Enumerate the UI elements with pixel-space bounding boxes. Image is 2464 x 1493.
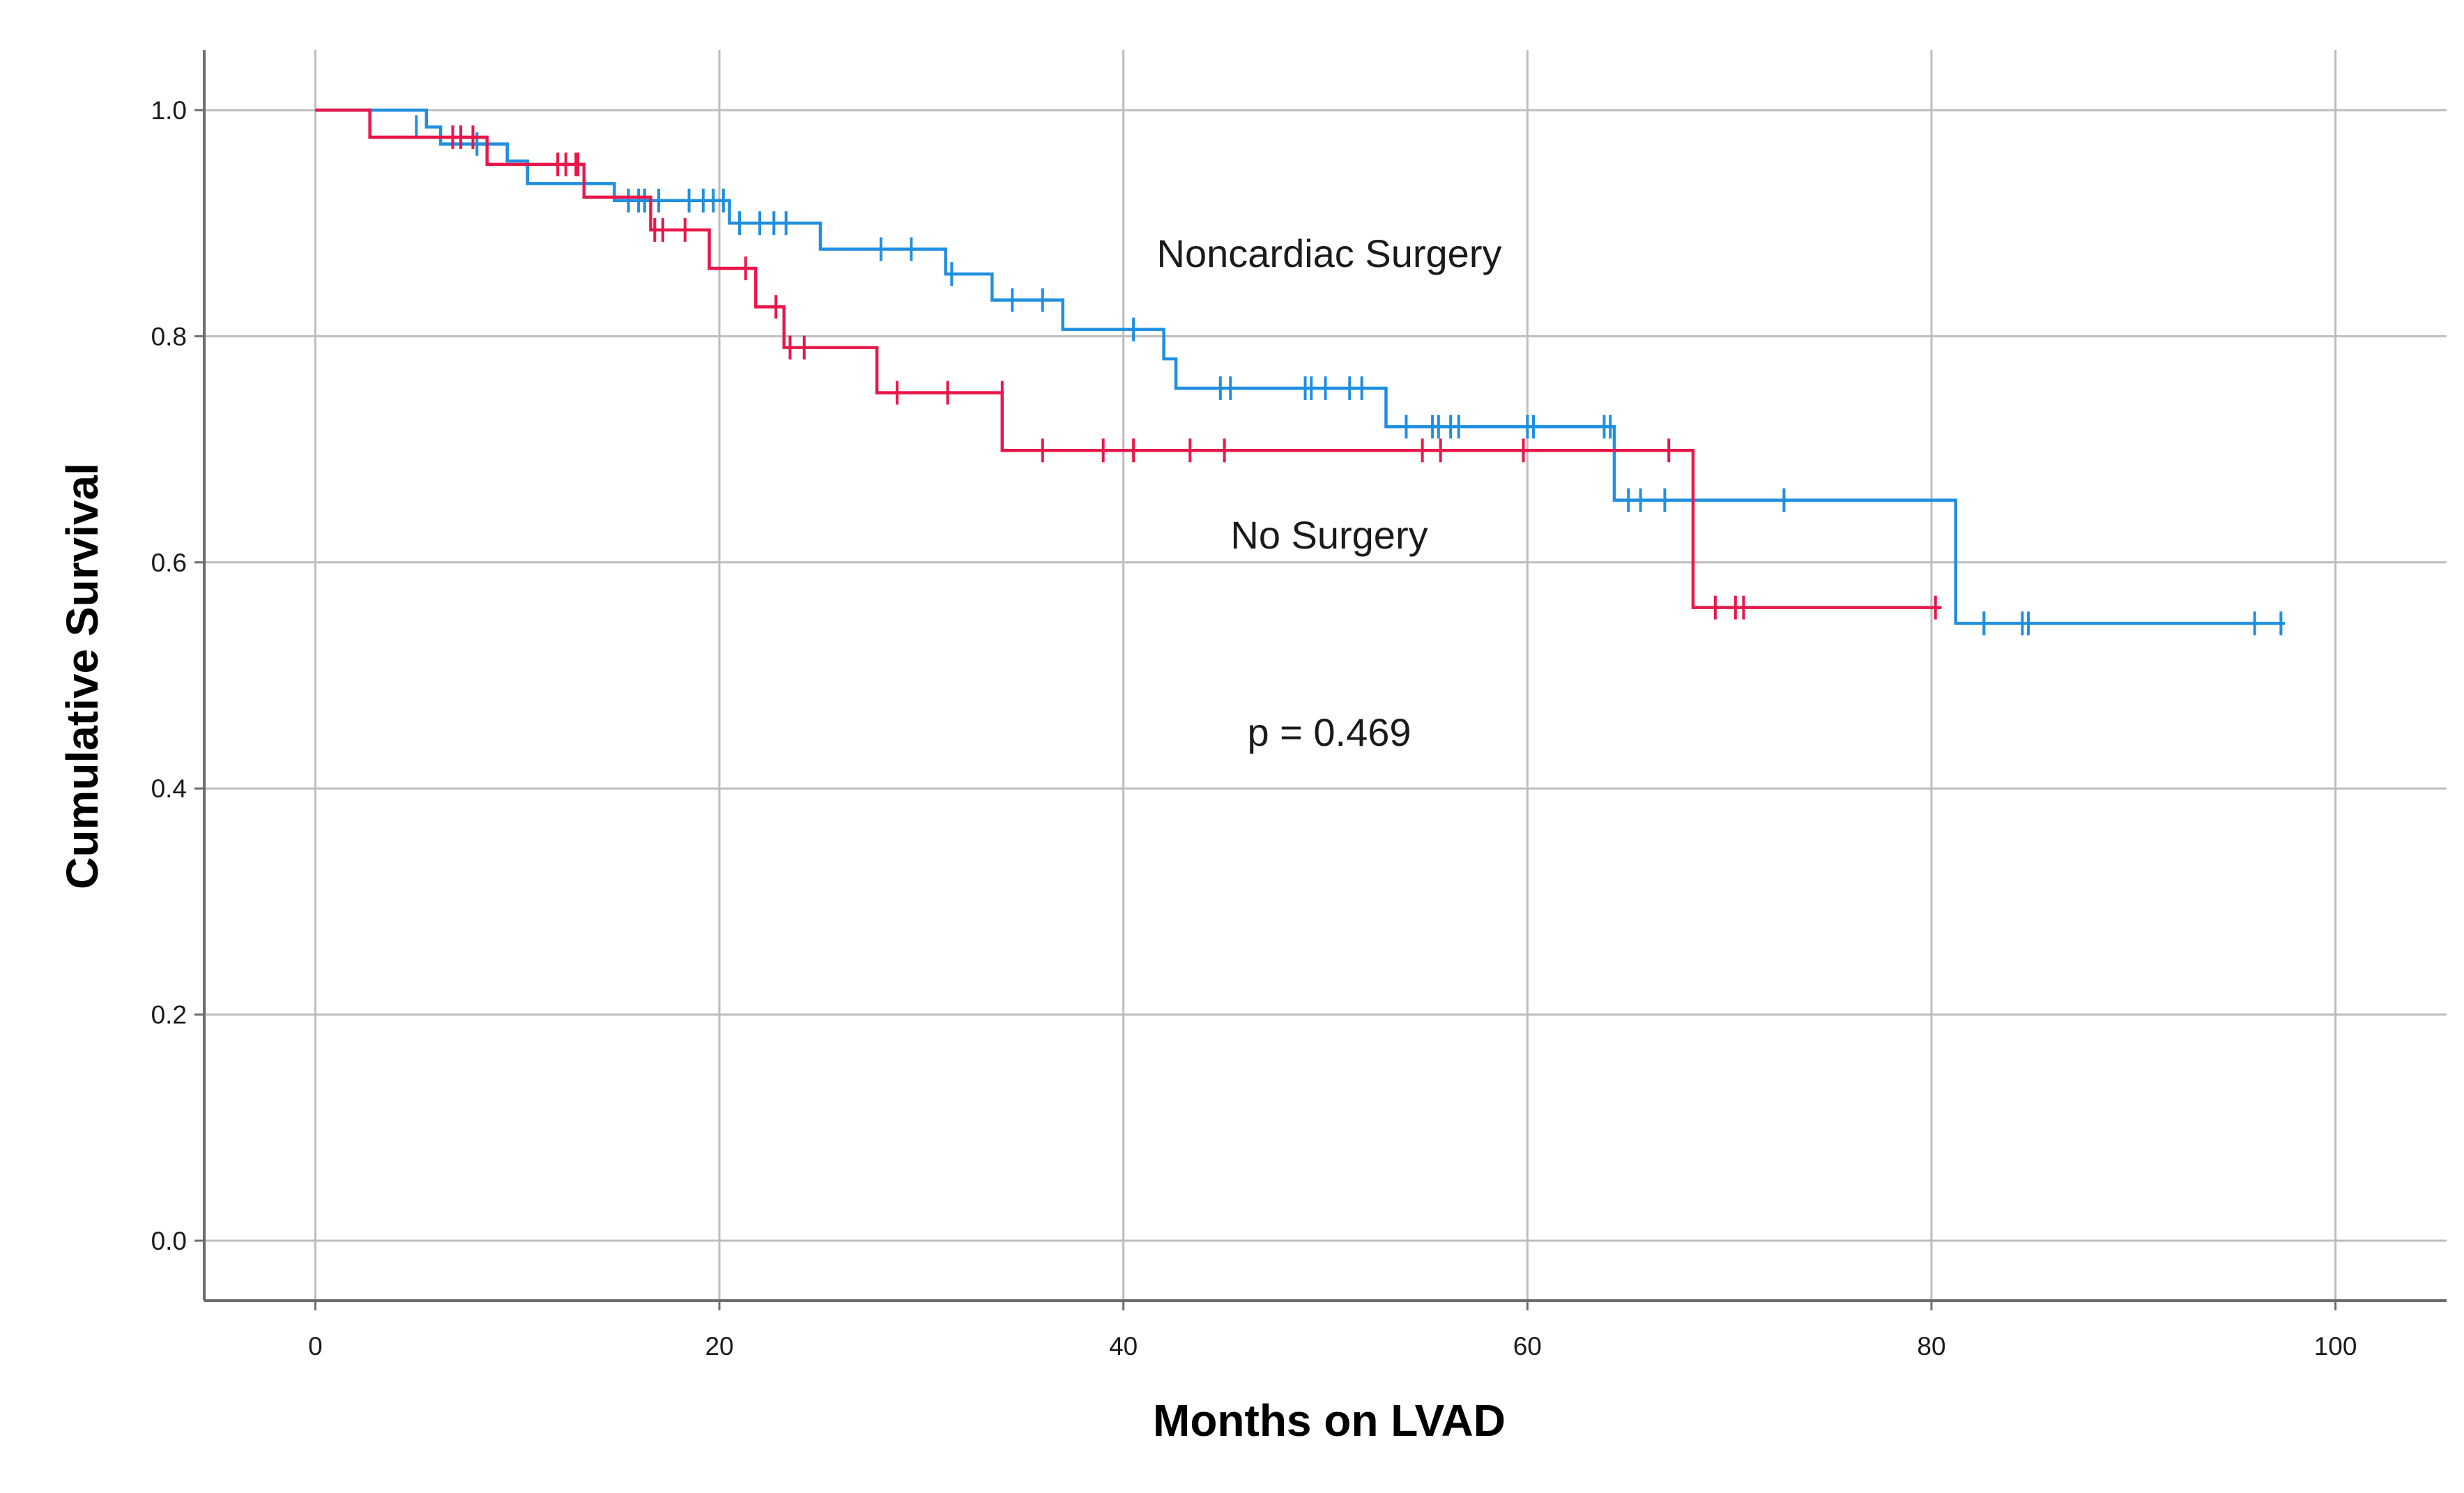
y-tick-label-0.8: 0.8 xyxy=(151,322,187,351)
axes xyxy=(194,50,2447,1310)
x-tick-label-60: 60 xyxy=(1513,1332,1542,1361)
x-tick-label-20: 20 xyxy=(705,1332,733,1361)
annotation-noncardiac-surgery: Noncardiac Surgery xyxy=(1157,231,1502,275)
annotation-no-surgery: No Surgery xyxy=(1230,513,1428,557)
y-tick-label-0.2: 0.2 xyxy=(151,1001,187,1029)
x-axis-title: Months on LVAD xyxy=(1153,1395,1506,1446)
y-tick-label-1.0: 1.0 xyxy=(151,96,187,125)
x-tick-label-80: 80 xyxy=(1917,1332,1945,1361)
y-axis-title: Cumulative Survival xyxy=(57,463,107,889)
survival-curve-no-surgery xyxy=(315,108,1942,609)
x-tick-label-40: 40 xyxy=(1109,1332,1138,1361)
survival-curve-noncardiac-surgery xyxy=(315,108,2286,625)
x-tick-label-100: 100 xyxy=(2314,1332,2357,1361)
series-layer xyxy=(315,108,2286,636)
x-tick-label-0: 0 xyxy=(308,1332,323,1361)
y-tick-label-0.4: 0.4 xyxy=(151,774,187,803)
grid-lines xyxy=(204,50,2447,1301)
y-tick-label-0.0: 0.0 xyxy=(151,1227,187,1255)
y-tick-label-0.6: 0.6 xyxy=(151,549,187,577)
annotation-p-value: p = 0.469 xyxy=(1247,710,1411,754)
tick-labels: 0 20 40 60 80 100 0.0 0.2 0.4 0.6 0.8 1.0 xyxy=(151,96,2357,1361)
